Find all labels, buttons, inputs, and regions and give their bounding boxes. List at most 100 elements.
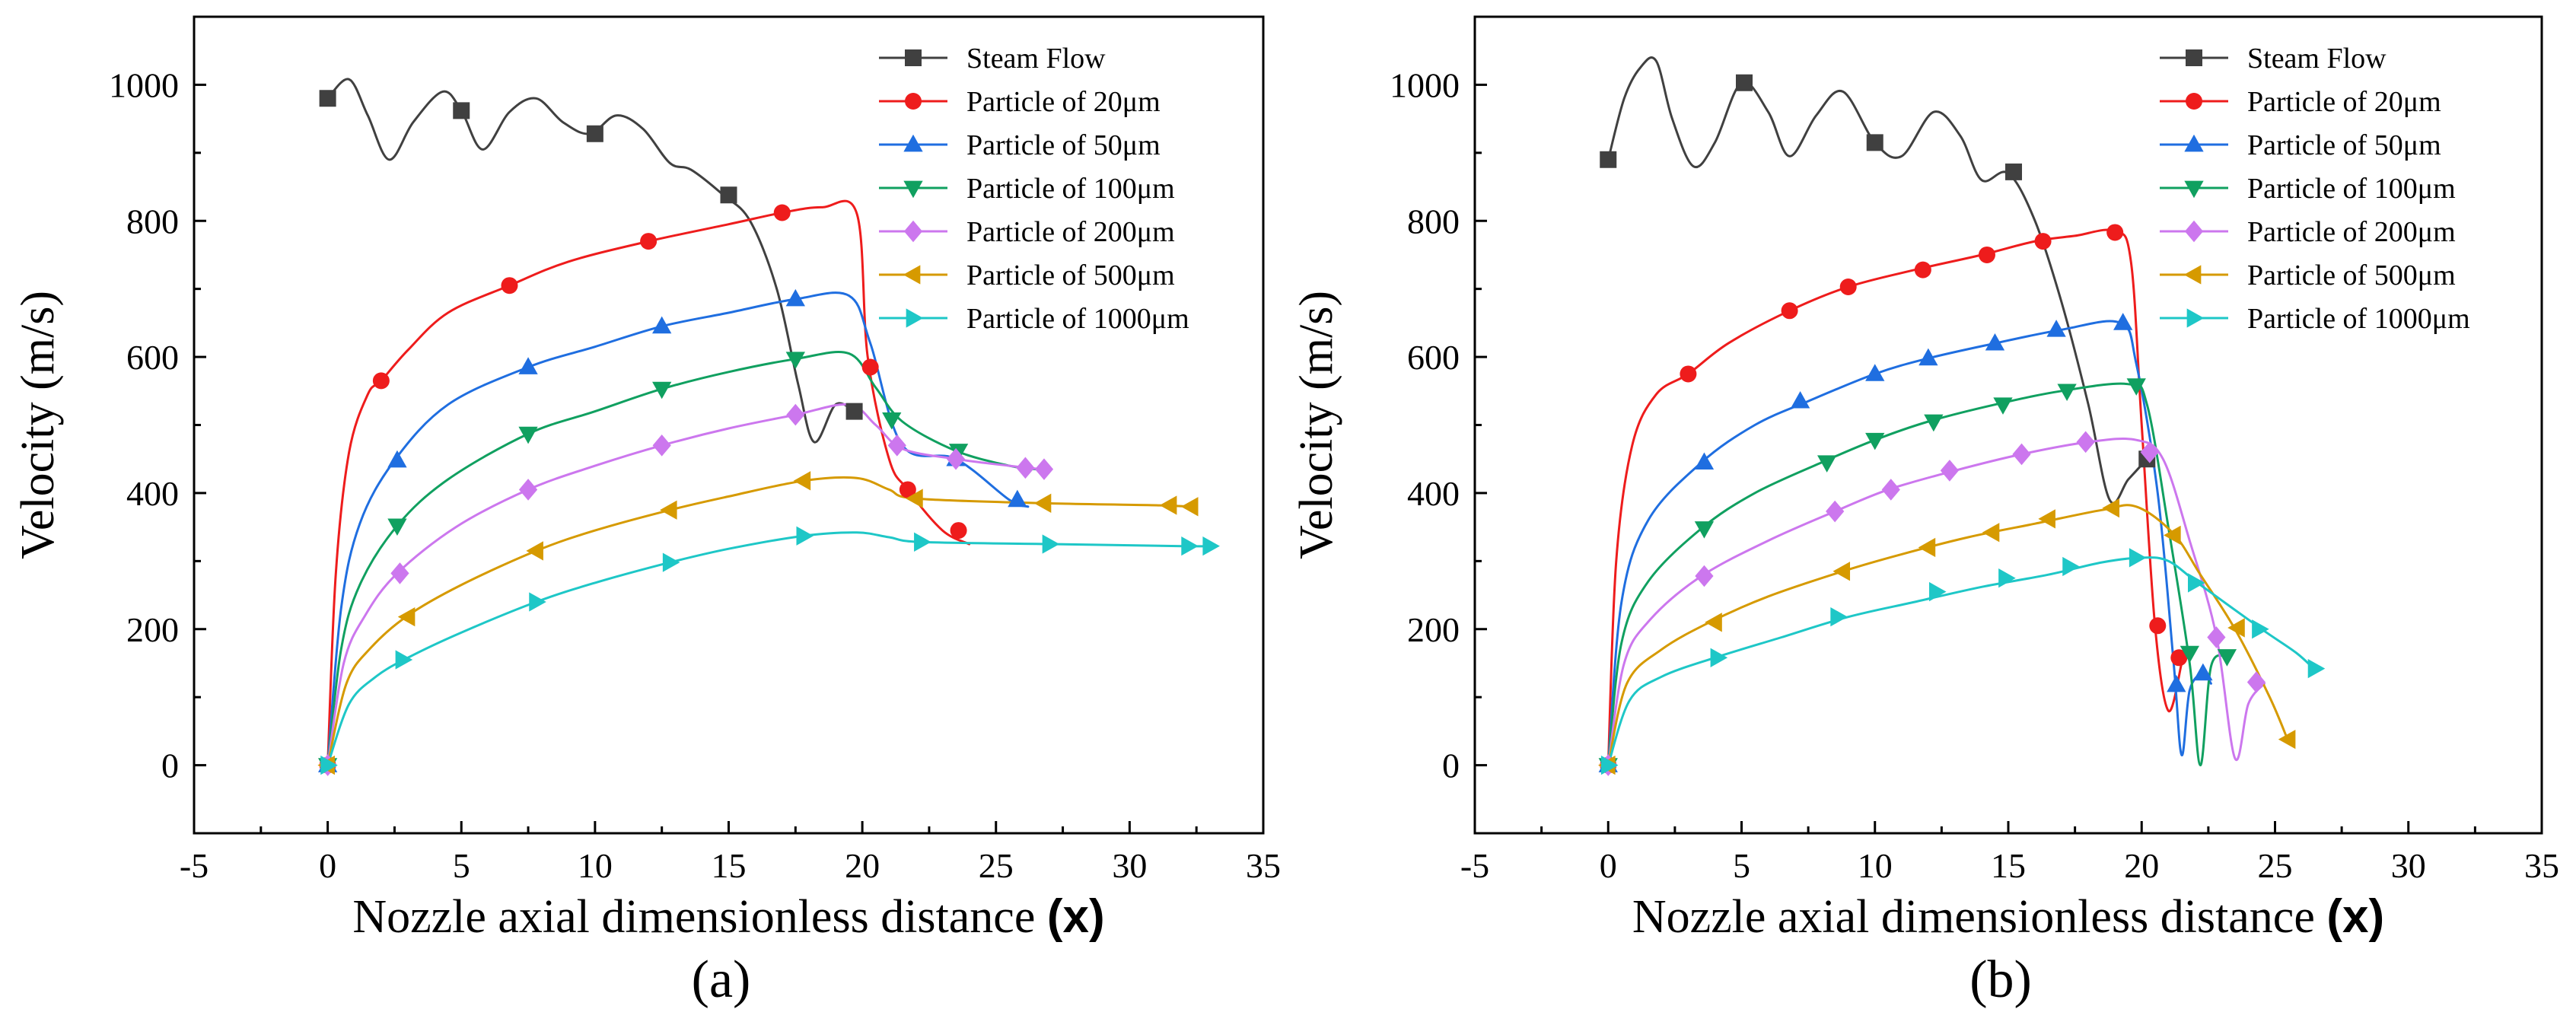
data-point <box>2076 431 2095 454</box>
y-axis-title: Velocity (m/s) <box>12 291 64 559</box>
data-point <box>2106 224 2124 241</box>
data-point <box>1180 497 1199 517</box>
markers-particle-of-100um <box>1598 378 2237 775</box>
series-particle-of-1000um <box>1606 556 2316 767</box>
data-point <box>2057 384 2077 401</box>
legend-item-particle-of-1000um: Particle of 1000μm <box>2160 303 2470 335</box>
data-point <box>2246 671 2266 693</box>
markers-particle-of-200um <box>318 403 1054 776</box>
data-point <box>397 607 416 627</box>
legend-item-particle-of-200um: Particle of 200μm <box>879 216 1175 248</box>
y-tick-label: 400 <box>1407 474 1460 513</box>
data-point <box>906 489 923 508</box>
series-line-particle-of-200um <box>326 403 1043 767</box>
legend-item-particle-of-20um: Particle of 20μm <box>879 86 1161 118</box>
legend-item-particle-of-500um: Particle of 500μm <box>879 259 1175 291</box>
data-point <box>2188 573 2205 593</box>
x-axis-title: Nozzle axial dimensionless distance (x) <box>1632 890 2384 943</box>
data-point <box>1790 391 1810 409</box>
data-point <box>1839 278 1857 295</box>
series-particle-of-20um <box>1606 228 2183 767</box>
legend-label: Particle of 50μm <box>2247 129 2441 161</box>
data-point <box>1830 607 1848 627</box>
series-particle-of-1000um <box>326 531 1212 767</box>
x-axis-title-main: Nozzle axial dimensionless distance <box>352 891 1047 943</box>
data-point <box>387 450 407 468</box>
data-point <box>1159 495 1177 515</box>
data-point <box>1680 365 1697 383</box>
data-point <box>652 316 672 334</box>
series-line-steam-flow <box>1606 56 2148 505</box>
x-axis-title: Nozzle axial dimensionless distance (x) <box>352 890 1104 943</box>
data-point <box>2126 378 2146 396</box>
data-point <box>1016 457 1035 479</box>
data-point <box>652 435 671 457</box>
legend-marker <box>905 93 922 110</box>
markers-steam-flow <box>319 90 863 420</box>
legend-marker <box>906 308 924 328</box>
y-tick-label: 0 <box>1442 746 1460 785</box>
legend-label: Steam Flow <box>2247 43 2387 75</box>
data-point <box>1600 151 1617 168</box>
legend-label: Particle of 20μm <box>966 86 1161 118</box>
data-point <box>2307 658 2326 679</box>
series-line-particle-of-200um <box>1606 438 2266 767</box>
data-point <box>1202 536 1220 556</box>
data-point <box>2038 509 2055 529</box>
data-point <box>1817 455 1837 473</box>
data-point <box>1710 648 1728 667</box>
data-point <box>1865 364 1885 381</box>
data-point <box>1694 452 1715 470</box>
data-point <box>2207 626 2226 648</box>
legend-item-particle-of-100um: Particle of 100μm <box>879 173 1175 205</box>
data-point <box>1940 460 1959 482</box>
series-particle-of-200um <box>1606 438 2266 767</box>
data-point <box>2227 618 2245 638</box>
legend-label: Particle of 50μm <box>966 129 1161 161</box>
data-point <box>1918 348 1938 366</box>
x-tick-label: 10 <box>1858 846 1893 885</box>
data-point <box>1181 536 1199 556</box>
data-point <box>1033 493 1052 513</box>
x-tick-label: 25 <box>2258 846 2293 885</box>
legend-marker <box>2184 134 2204 152</box>
legend-item-particle-of-100um: Particle of 100μm <box>2160 173 2456 205</box>
x-tick-label: 20 <box>845 846 880 885</box>
data-point <box>796 526 814 546</box>
data-point <box>773 204 791 221</box>
x-tick-label: -5 <box>1460 846 1489 885</box>
data-point <box>526 541 543 561</box>
legend-label: Particle of 500μm <box>966 259 1175 291</box>
legend-marker <box>2183 265 2202 285</box>
legend-item-particle-of-1000um: Particle of 1000μm <box>879 303 1189 335</box>
data-point <box>586 125 603 142</box>
data-point <box>2005 163 2023 180</box>
y-tick-label: 0 <box>161 746 179 785</box>
data-point <box>785 352 805 369</box>
data-point <box>2217 649 2237 667</box>
data-point <box>1736 74 1753 91</box>
series-particle-of-20um <box>326 199 971 767</box>
series-line-particle-of-20um <box>1606 228 2183 767</box>
x-tick-label: 25 <box>979 846 1014 885</box>
data-point <box>2149 617 2167 635</box>
data-point <box>1694 521 1715 539</box>
legend-label: Particle of 500μm <box>2247 259 2456 291</box>
data-point <box>518 426 538 444</box>
markers-particle-of-100um <box>317 352 969 775</box>
legend-item-particle-of-20um: Particle of 20μm <box>2160 86 2441 118</box>
data-point <box>2034 233 2052 250</box>
series-particle-of-200um <box>326 403 1043 767</box>
data-point <box>887 435 906 457</box>
data-point <box>501 277 518 294</box>
data-point <box>950 522 967 540</box>
chart-panel-b: -5 0 5 10 15 20 25 30 35 0 200 400 600 800 1000 Nozzle … <box>1291 15 2559 1009</box>
legend-marker <box>2186 93 2202 110</box>
x-tick-label: 5 <box>453 846 470 885</box>
legend-label: Particle of 200μm <box>966 216 1175 248</box>
data-point <box>387 518 407 536</box>
legend-marker <box>2186 49 2202 66</box>
series-line-particle-of-1000um <box>326 531 1212 767</box>
x-tick-label: 30 <box>2391 846 2426 885</box>
markers-particle-of-200um <box>1599 431 2266 776</box>
